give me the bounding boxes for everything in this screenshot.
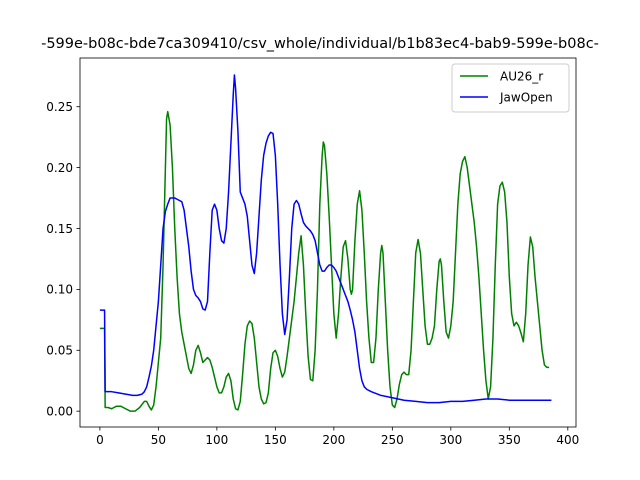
x-tick-label: 100 bbox=[205, 433, 228, 447]
y-tick-label: 0.00 bbox=[46, 404, 73, 418]
legend-label: JawOpen bbox=[499, 90, 553, 104]
series-line-au26-r bbox=[99, 110, 550, 412]
y-tick-label: 0.10 bbox=[46, 283, 73, 297]
y-axis: 0.00 0.05 0.10 0.15 0.20 0.25 bbox=[46, 100, 80, 418]
x-tick-label: 50 bbox=[151, 433, 166, 447]
x-tick-label: 300 bbox=[439, 433, 462, 447]
x-tick-label: 150 bbox=[264, 433, 287, 447]
y-tick-label: 0.05 bbox=[46, 344, 73, 358]
chart-title: -599e-b08c-bde7ca309410/csv_whole/indivi… bbox=[41, 36, 599, 52]
x-tick-label: 250 bbox=[381, 433, 404, 447]
x-tick-label: 200 bbox=[322, 433, 345, 447]
x-tick-label: 350 bbox=[498, 433, 521, 447]
y-tick-label: 0.25 bbox=[46, 100, 73, 114]
series-line-jawopen bbox=[99, 74, 552, 404]
x-axis: 0 50 100 150 200 250 300 350 400 bbox=[96, 427, 579, 447]
y-tick-label: 0.20 bbox=[46, 161, 73, 175]
axes-frame bbox=[79, 57, 577, 428]
x-tick-label: 400 bbox=[556, 433, 579, 447]
y-tick-label: 0.15 bbox=[46, 222, 73, 236]
x-tick-label: 0 bbox=[96, 433, 104, 447]
legend: AU26_r JawOpen bbox=[451, 63, 570, 113]
legend-label: AU26_r bbox=[500, 69, 543, 83]
